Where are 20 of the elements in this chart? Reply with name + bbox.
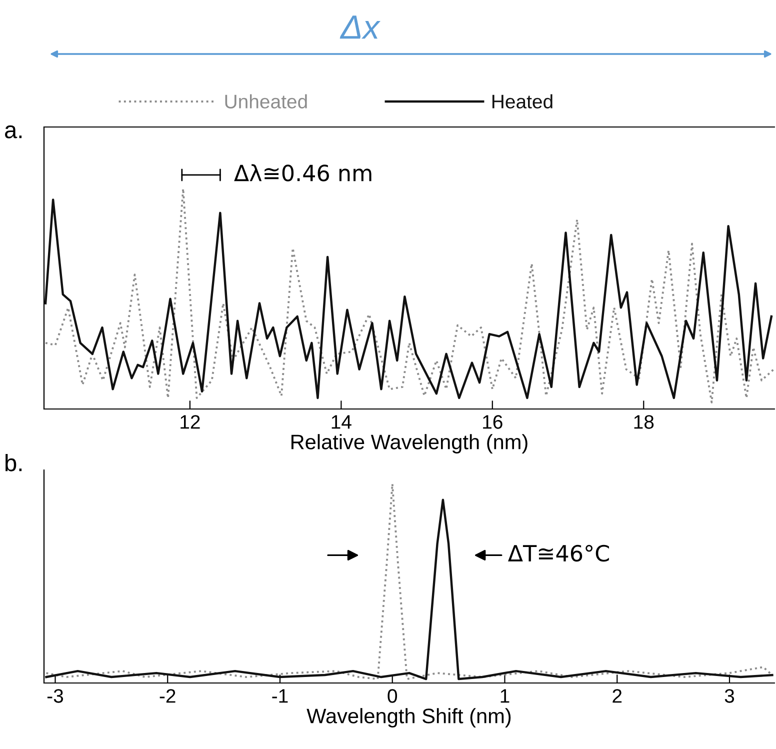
x-tick-label: 12: [180, 415, 200, 429]
x-tick-label: 3: [724, 689, 734, 703]
x-axis-title: Wavelength Shift (nm): [306, 708, 511, 728]
text: Heated: [492, 94, 552, 108]
text: Δx: [340, 16, 380, 39]
x-tick-label: 18: [634, 415, 654, 429]
x-tick-label: -2: [160, 689, 176, 703]
x-tick-label: 1: [500, 689, 510, 703]
text: a.: [5, 125, 22, 138]
x-tick-label: -1: [272, 689, 288, 703]
text: Δλ≅0.46 nm: [234, 164, 372, 182]
annotation: ΔT≅46°C: [508, 544, 609, 562]
text: b.: [6, 454, 22, 472]
x-tick-label: 2: [612, 689, 622, 703]
x-axis-title: Relative Wavelength (nm): [291, 434, 528, 454]
x-tick-label: 0: [388, 689, 398, 703]
x-tick-label: 14: [332, 415, 352, 429]
legend-label: Unheated: [225, 94, 307, 108]
x-tick-label: -3: [47, 689, 64, 703]
x-tick-label: 16: [483, 415, 502, 429]
